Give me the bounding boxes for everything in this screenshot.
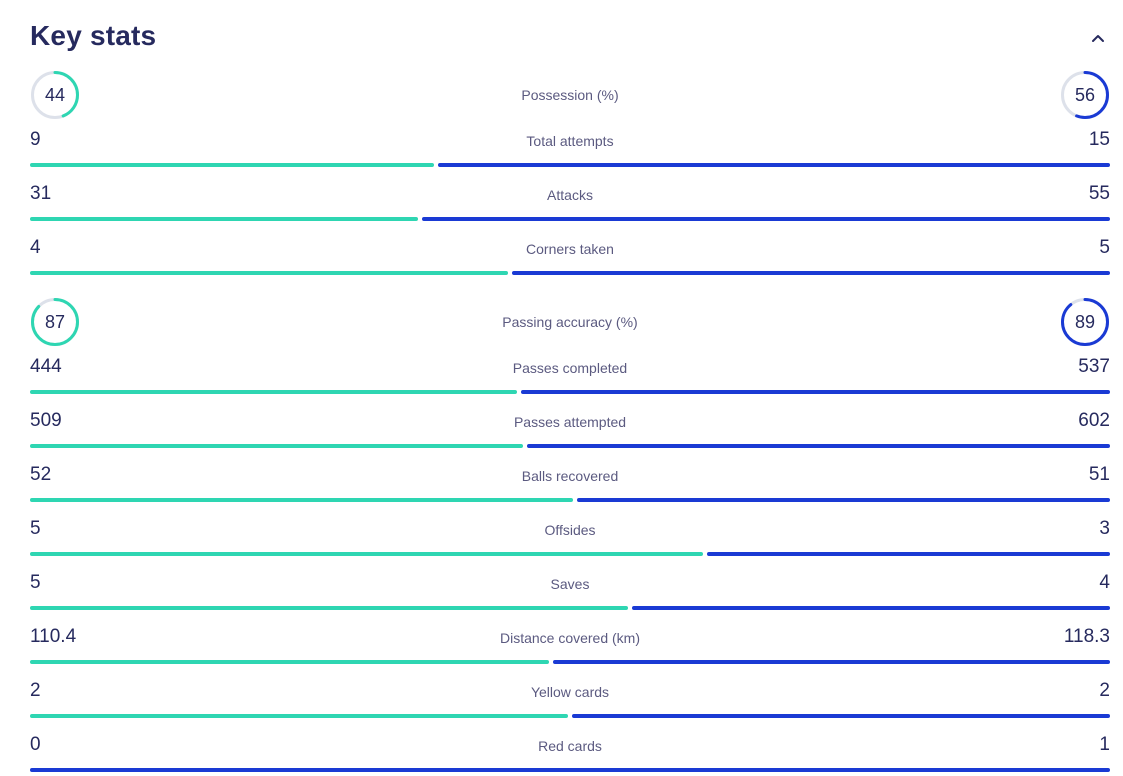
away-value: 1 bbox=[1099, 734, 1110, 755]
away-value: 55 bbox=[1088, 183, 1110, 204]
away-value: 118.3 bbox=[1063, 626, 1110, 647]
away-value: 56 bbox=[1074, 85, 1096, 105]
stat-label: Offsides bbox=[544, 522, 596, 538]
away-bar bbox=[572, 714, 1110, 718]
home-value: 31 bbox=[30, 183, 52, 204]
ring-chart bbox=[1061, 298, 1109, 346]
stat-label: Passes completed bbox=[512, 360, 628, 376]
away-value: 537 bbox=[1078, 356, 1110, 377]
home-value: 5 bbox=[30, 572, 41, 593]
stat-label: Total attempts bbox=[526, 133, 614, 149]
home-value: 0 bbox=[30, 734, 41, 755]
stat-row: 44 56 Possession (%) bbox=[30, 70, 1110, 120]
away-value: 4 bbox=[1099, 572, 1110, 593]
key-stats-header: Key stats bbox=[30, 18, 1110, 58]
home-value: 5 bbox=[30, 518, 41, 539]
away-bar bbox=[632, 606, 1110, 610]
home-value: 44 bbox=[44, 85, 66, 105]
stat-row: 110.4 Distance covered (km) 118.3 bbox=[30, 626, 1110, 668]
home-value: 87 bbox=[44, 312, 66, 332]
stat-label: Balls recovered bbox=[521, 468, 619, 484]
home-bar bbox=[30, 660, 549, 664]
away-value: 15 bbox=[1088, 129, 1110, 150]
stat-label: Yellow cards bbox=[530, 684, 610, 700]
stat-label: Passes attempted bbox=[513, 414, 627, 430]
away-bar bbox=[577, 498, 1110, 502]
stat-row: 5 Saves 4 bbox=[30, 572, 1110, 614]
ring-arc bbox=[1061, 298, 1109, 346]
section-title: Key stats bbox=[30, 20, 157, 51]
away-ring: 89 bbox=[1060, 297, 1110, 347]
stat-label: Distance covered (km) bbox=[499, 630, 641, 646]
home-bar bbox=[30, 606, 628, 610]
away-bar bbox=[30, 768, 1110, 772]
ring-arc bbox=[31, 71, 79, 119]
home-ring: 87 bbox=[30, 297, 80, 347]
away-value: 89 bbox=[1074, 312, 1096, 332]
home-bar bbox=[30, 390, 517, 394]
home-bar bbox=[30, 217, 418, 221]
home-bar bbox=[30, 552, 703, 556]
stat-row: 4 Corners taken 5 bbox=[30, 237, 1110, 279]
away-value: 3 bbox=[1099, 518, 1110, 539]
ring-chart bbox=[1061, 71, 1109, 119]
away-bar bbox=[422, 217, 1110, 221]
stat-label: Passing accuracy (%) bbox=[502, 314, 638, 330]
stat-row: 2 Yellow cards 2 bbox=[30, 680, 1110, 722]
ring-arc bbox=[31, 298, 79, 346]
chevron-up-icon bbox=[1092, 35, 1104, 42]
home-bar bbox=[30, 714, 568, 718]
away-bar bbox=[521, 390, 1110, 394]
collapse-button[interactable] bbox=[1086, 26, 1110, 50]
home-value: 2 bbox=[30, 680, 41, 701]
ring-chart bbox=[31, 298, 79, 346]
home-value: 52 bbox=[30, 464, 52, 485]
stat-row: 5 Offsides 3 bbox=[30, 518, 1110, 560]
stat-label: Attacks bbox=[547, 187, 593, 203]
away-bar bbox=[553, 660, 1110, 664]
home-value: 509 bbox=[30, 410, 62, 431]
stat-label: Red cards bbox=[538, 738, 602, 754]
stat-label: Saves bbox=[550, 576, 590, 592]
away-value: 5 bbox=[1099, 237, 1110, 258]
away-value: 2 bbox=[1099, 680, 1110, 701]
stat-row: 444 Passes completed 537 bbox=[30, 356, 1110, 398]
ring-chart bbox=[31, 71, 79, 119]
home-bar bbox=[30, 444, 523, 448]
stat-row: 9 Total attempts 15 bbox=[30, 129, 1110, 171]
stat-row: 87 89 Passing accuracy (%) bbox=[30, 297, 1110, 347]
stat-row: 31 Attacks 55 bbox=[30, 183, 1110, 225]
away-value: 51 bbox=[1088, 464, 1110, 485]
stat-row: 0 Red cards 1 bbox=[30, 734, 1110, 776]
away-bar bbox=[527, 444, 1110, 448]
home-bar bbox=[30, 271, 508, 275]
stat-row: 52 Balls recovered 51 bbox=[30, 464, 1110, 506]
away-bar bbox=[707, 552, 1110, 556]
home-value: 4 bbox=[30, 237, 41, 258]
stat-label: Possession (%) bbox=[521, 87, 619, 103]
away-bar bbox=[438, 163, 1110, 167]
home-ring: 44 bbox=[30, 70, 80, 120]
ring-arc bbox=[1061, 71, 1109, 119]
away-ring: 56 bbox=[1060, 70, 1110, 120]
away-bar bbox=[512, 271, 1110, 275]
away-value: 602 bbox=[1078, 410, 1110, 431]
stat-row: 509 Passes attempted 602 bbox=[30, 410, 1110, 452]
home-bar bbox=[30, 498, 573, 502]
home-value: 444 bbox=[30, 356, 62, 377]
home-bar bbox=[30, 163, 434, 167]
home-value: 110.4 bbox=[30, 626, 77, 647]
home-value: 9 bbox=[30, 129, 41, 150]
stat-label: Corners taken bbox=[526, 241, 614, 257]
